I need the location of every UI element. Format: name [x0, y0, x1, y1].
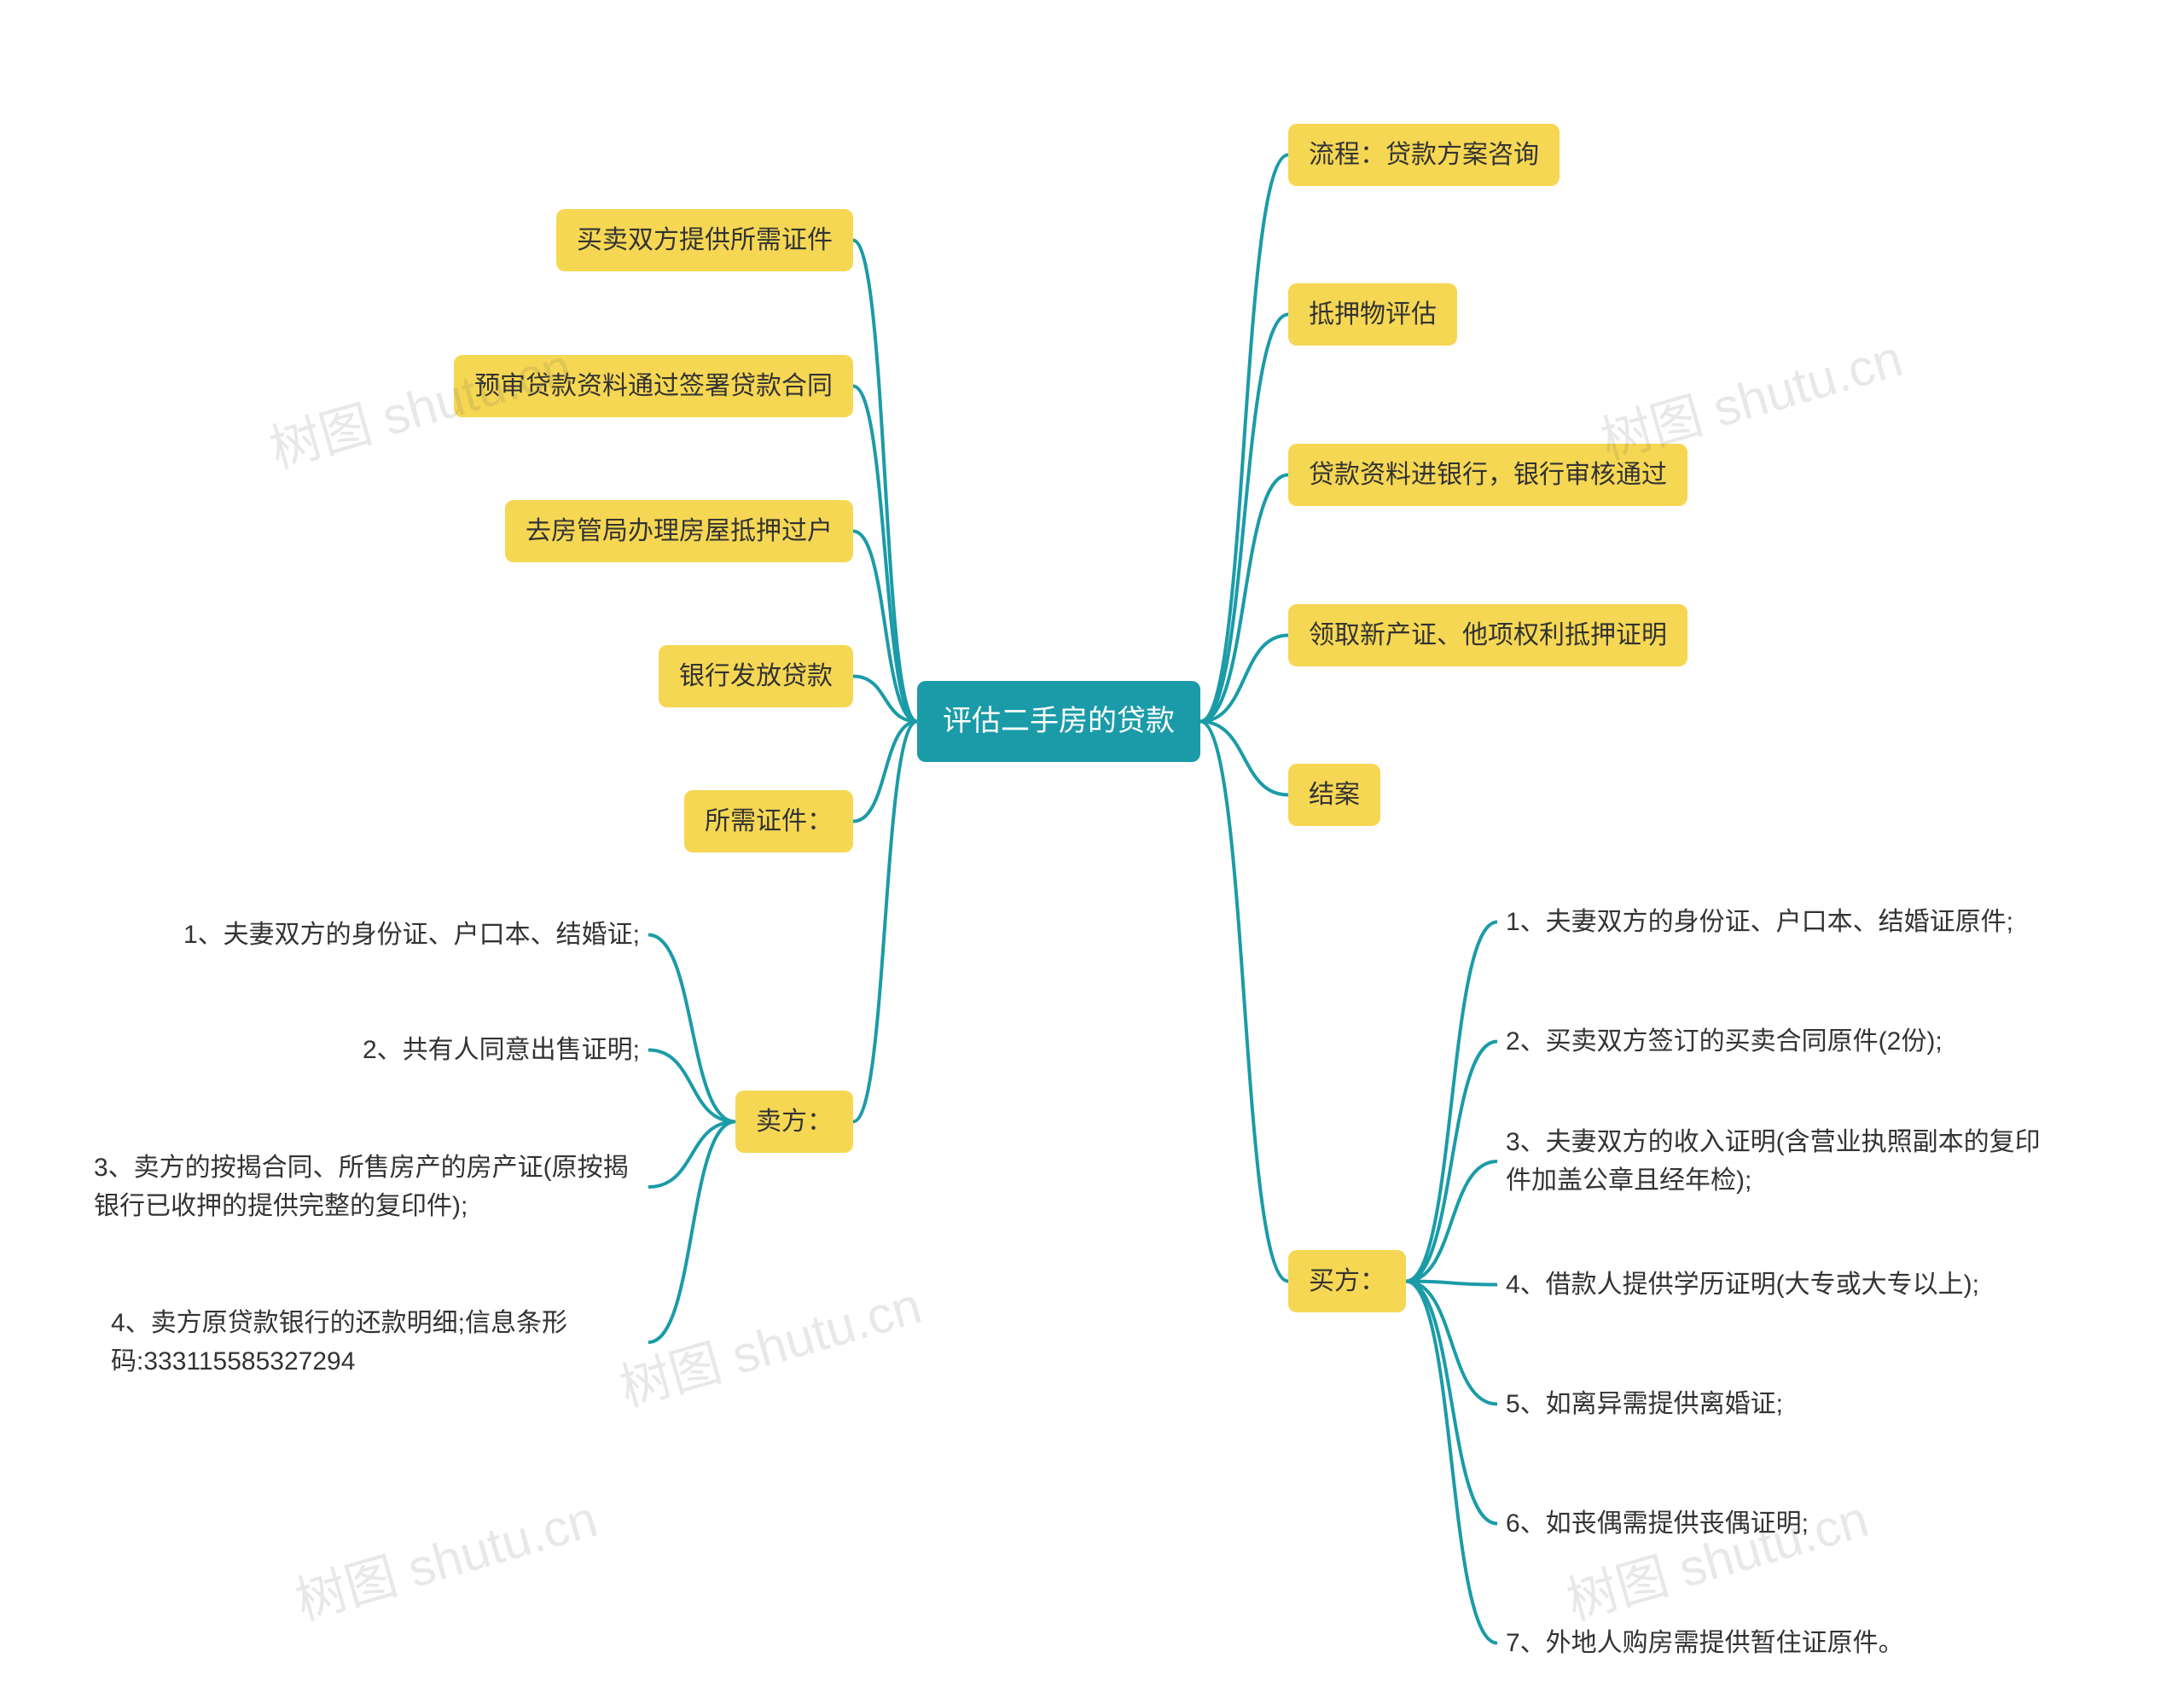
buyer-item-2: 2、买卖双方签订的买卖合同原件(2份);: [1497, 1015, 1951, 1067]
item-text: 4、借款人提供学历证明(大专或大专以上);: [1506, 1271, 1979, 1299]
node-label: 卖方：: [756, 1108, 833, 1136]
right-node-close-case: 结案: [1288, 764, 1380, 826]
right-node-bank-review: 贷款资料进银行，银行审核通过: [1288, 444, 1687, 506]
item-text: 4、卖方原贷款银行的还款明细;信息条形码:333115585327294: [111, 1309, 567, 1376]
seller-item-1: 1、夫妻双方的身份证、户口本、结婚证;: [102, 909, 648, 961]
root-label: 评估二手房的贷款: [943, 705, 1175, 737]
item-text: 7、外地人购房需提供暂住证原件。: [1506, 1629, 1904, 1657]
buyer-item-7: 7、外地人购房需提供暂住证原件。: [1497, 1617, 1913, 1669]
item-text: 5、如离异需提供离婚证;: [1506, 1390, 1783, 1418]
root-node: 评估二手房的贷款: [917, 681, 1200, 762]
node-label: 结案: [1309, 781, 1360, 809]
buyer-item-3: 3、夫妻双方的收入证明(含营业执照副本的复印件加盖公章且经年检);: [1497, 1116, 2060, 1207]
item-text: 2、共有人同意出售证明;: [363, 1036, 640, 1064]
right-node-process-consult: 流程：贷款方案咨询: [1288, 124, 1560, 186]
node-label: 预审贷款资料通过签署贷款合同: [474, 372, 833, 400]
node-label: 流程：贷款方案咨询: [1309, 141, 1539, 169]
node-label: 买方：: [1309, 1267, 1385, 1295]
item-text: 2、买卖双方签订的买卖合同原件(2份);: [1506, 1027, 1943, 1056]
node-label: 领取新产证、他项权利抵押证明: [1309, 621, 1667, 649]
right-node-collateral-eval: 抵押物评估: [1288, 283, 1457, 346]
seller-item-4: 4、卖方原贷款银行的还款明细;信息条形码:333115585327294: [102, 1297, 648, 1387]
buyer-item-6: 6、如丧偶需提供丧偶证明;: [1497, 1498, 1817, 1550]
connectors-layer: [0, 0, 2184, 1681]
node-label: 抵押物评估: [1309, 300, 1437, 329]
left-node-mortgage-transfer: 去房管局办理房屋抵押过户: [505, 500, 853, 562]
seller-item-3: 3、卖方的按揭合同、所售房产的房产证(原按揭银行已收押的提供完整的复印件);: [85, 1142, 648, 1232]
watermark: 树图 shutu.cn: [610, 1265, 928, 1422]
item-text: 1、夫妻双方的身份证、户口本、结婚证原件;: [1506, 908, 2013, 936]
left-node-docs-both-parties: 买卖双方提供所需证件: [556, 209, 853, 271]
left-node-preapprove-sign: 预审贷款资料通过签署贷款合同: [454, 355, 853, 417]
node-label: 所需证件：: [705, 807, 833, 835]
node-label: 贷款资料进银行，银行审核通过: [1309, 461, 1667, 489]
seller-item-2: 2、共有人同意出售证明;: [102, 1024, 648, 1076]
item-text: 1、夫妻双方的身份证、户口本、结婚证;: [183, 921, 640, 949]
left-node-seller: 卖方：: [735, 1091, 853, 1153]
buyer-item-5: 5、如离异需提供离婚证;: [1497, 1378, 1792, 1430]
right-node-buyer: 买方：: [1288, 1250, 1406, 1312]
left-node-bank-disburse: 银行发放贷款: [659, 645, 853, 707]
node-label: 银行发放贷款: [679, 662, 833, 690]
right-node-new-cert: 领取新产证、他项权利抵押证明: [1288, 604, 1687, 666]
watermark: 树图 shutu.cn: [286, 1478, 604, 1635]
node-label: 买卖双方提供所需证件: [577, 226, 833, 254]
item-text: 3、夫妻双方的收入证明(含营业执照副本的复印件加盖公章且经年检);: [1506, 1128, 2041, 1195]
left-node-required-docs: 所需证件：: [684, 790, 853, 852]
buyer-item-4: 4、借款人提供学历证明(大专或大专以上);: [1497, 1259, 1988, 1311]
buyer-item-1: 1、夫妻双方的身份证、户口本、结婚证原件;: [1497, 896, 2022, 948]
item-text: 3、卖方的按揭合同、所售房产的房产证(原按揭银行已收押的提供完整的复印件);: [94, 1154, 629, 1220]
node-label: 去房管局办理房屋抵押过户: [526, 517, 833, 545]
item-text: 6、如丧偶需提供丧偶证明;: [1506, 1509, 1809, 1538]
